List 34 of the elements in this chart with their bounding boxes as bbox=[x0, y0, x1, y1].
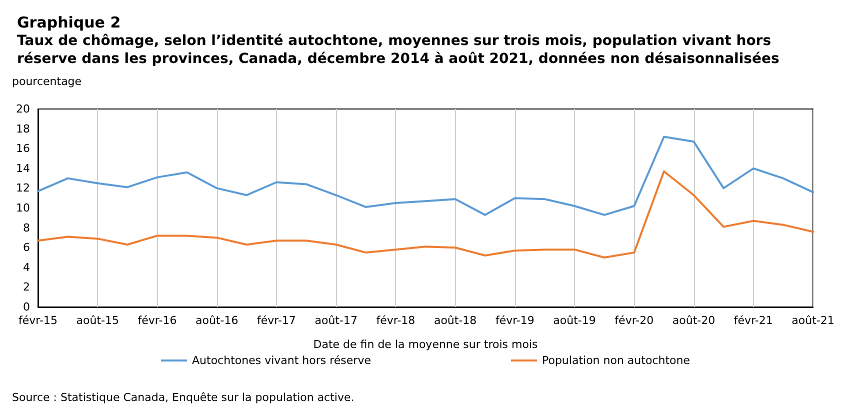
x-tick-label: août-21 bbox=[792, 314, 834, 327]
x-tick-label: août-15 bbox=[76, 314, 119, 327]
y-tick-label: 18 bbox=[16, 122, 30, 136]
y-tick-label: 12 bbox=[16, 182, 30, 195]
chart-title: Graphique 2 bbox=[17, 14, 121, 32]
chart-subtitle: Taux de chômage, selon l’identité autochtone, moyennes sur trois mois, population vivant hors réserve dans les provinces, Canada, décembre 2014 à août 2021, données non désaisonnalisées bbox=[17, 33, 780, 67]
x-tick-label: août-19 bbox=[553, 314, 596, 327]
y-tick-label: 10 bbox=[16, 202, 30, 214]
x-tick-label: févr-18 bbox=[376, 314, 416, 327]
x-tick-label: févr-19 bbox=[495, 314, 534, 327]
y-tick-label: 6 bbox=[23, 241, 30, 254]
line-series bbox=[37, 170, 814, 258]
x-tick-label: août-17 bbox=[314, 314, 358, 327]
y-tick-label: 0 bbox=[23, 300, 30, 314]
x-tick-label: févr-20 bbox=[614, 314, 654, 327]
x-tick-label: févr-16 bbox=[138, 314, 177, 327]
legend-label: Autochtones vivant hors réserve bbox=[192, 354, 372, 367]
x-tick-label: févr-15 bbox=[18, 314, 58, 327]
x-tick-label: août-18 bbox=[434, 314, 477, 327]
y-tick-label: 16 bbox=[16, 142, 30, 156]
line-series bbox=[37, 136, 814, 216]
y-tick-label: 2 bbox=[23, 280, 30, 294]
legend-label: Population non autochtone bbox=[542, 354, 690, 367]
x-axis-title: Date de fin de la moyenne sur trois mois bbox=[313, 338, 538, 351]
x-tick-label: août-20 bbox=[672, 314, 716, 327]
y-tick-label: 14 bbox=[16, 162, 30, 175]
x-tick-label: août-16 bbox=[195, 314, 238, 327]
x-tick-label: févr-17 bbox=[256, 314, 296, 327]
x-tick-label: févr-21 bbox=[734, 314, 773, 327]
y-tick-label: 20 bbox=[16, 102, 30, 116]
y-tick-label: 4 bbox=[23, 260, 30, 274]
y-axis-title: pourcentage bbox=[12, 75, 82, 88]
source-note: Source : Statistique Canada, Enquête sur la population active. bbox=[12, 391, 354, 404]
y-tick-label: 8 bbox=[23, 221, 30, 234]
